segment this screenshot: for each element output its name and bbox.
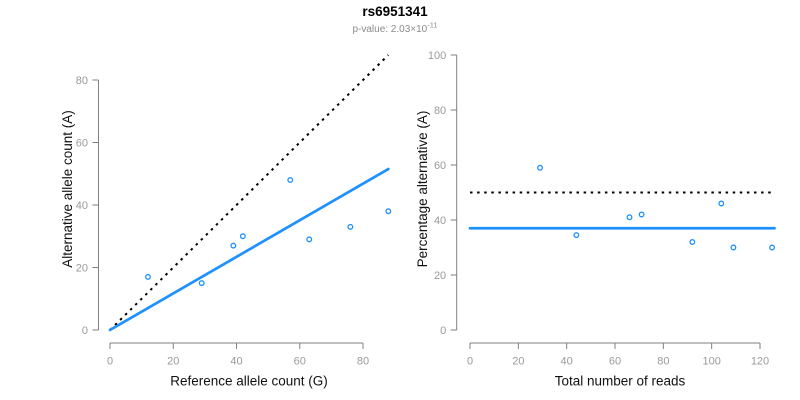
fit-line bbox=[108, 167, 390, 332]
y-tick-label: 40 bbox=[434, 215, 446, 227]
x-tick-label: 40 bbox=[230, 356, 242, 368]
data-point bbox=[689, 239, 696, 245]
x-tick-label: 20 bbox=[167, 356, 179, 368]
y-tick-label: 60 bbox=[76, 137, 88, 149]
x-tick-label: 40 bbox=[561, 356, 573, 368]
data-point bbox=[198, 280, 205, 287]
x-tick-label: 0 bbox=[467, 356, 473, 368]
x-tick-label: 80 bbox=[657, 356, 669, 368]
y-tick-label: 40 bbox=[76, 200, 88, 212]
x-tick-label: 100 bbox=[702, 356, 720, 368]
y-tick-label: 0 bbox=[440, 325, 446, 337]
y-tick-label: 100 bbox=[428, 50, 446, 62]
data-point bbox=[385, 208, 392, 215]
figure-title: rs6951341 bbox=[362, 4, 428, 19]
x-tick-label: 20 bbox=[512, 356, 524, 368]
y-tick-label: 0 bbox=[82, 325, 88, 337]
y-tick-label: 80 bbox=[434, 105, 446, 117]
x-tick-label: 60 bbox=[294, 356, 306, 368]
data-point bbox=[239, 233, 246, 240]
figure-subtitle-pvalue: p-value: 2.03×10-11 bbox=[352, 21, 437, 36]
y-tick-label: 20 bbox=[434, 270, 446, 282]
data-point bbox=[287, 177, 294, 183]
data-point bbox=[537, 164, 544, 171]
left-plot-axes: 0 20 40 60 80 0 20 40 60 80 bbox=[76, 54, 392, 368]
x-tick-label: 0 bbox=[107, 356, 113, 368]
right-x-axis-label: Total number of reads bbox=[555, 374, 686, 389]
x-tick-label: 80 bbox=[357, 356, 369, 368]
left-scatter-plot: 0 20 40 60 80 0 20 40 60 80 Reference allele coun… bbox=[60, 54, 392, 389]
x-tick-label: 120 bbox=[751, 356, 769, 368]
x-tick-label: 60 bbox=[609, 356, 621, 368]
y-tick-label: 60 bbox=[434, 160, 446, 172]
data-point bbox=[306, 236, 313, 243]
data-point bbox=[730, 244, 737, 251]
y-tick-label: 80 bbox=[76, 75, 88, 87]
right-y-axis-label: Percentage alternative (A) bbox=[415, 111, 430, 268]
data-point bbox=[638, 211, 645, 218]
right-plot-axes: 0 20 40 60 80 100 0 20 40 60 80 100 120 bbox=[428, 50, 776, 368]
data-point bbox=[347, 223, 354, 230]
left-x-axis-label: Reference allele count (G) bbox=[170, 374, 328, 389]
identity-line bbox=[109, 54, 390, 331]
left-y-axis-label: Alternative allele count (A) bbox=[60, 110, 75, 268]
pvalue-text: p-value: 2.03×10 bbox=[352, 24, 427, 35]
y-tick-label: 20 bbox=[76, 262, 88, 274]
data-point bbox=[144, 273, 151, 280]
data-point bbox=[573, 232, 580, 239]
pvalue-exponent: -11 bbox=[427, 21, 437, 30]
data-point bbox=[626, 214, 633, 221]
data-point bbox=[230, 242, 237, 249]
right-scatter-plot: 0 20 40 60 80 100 0 20 40 60 80 100 120 Total number… bbox=[415, 50, 776, 389]
data-point bbox=[718, 200, 725, 207]
data-point bbox=[769, 244, 776, 251]
